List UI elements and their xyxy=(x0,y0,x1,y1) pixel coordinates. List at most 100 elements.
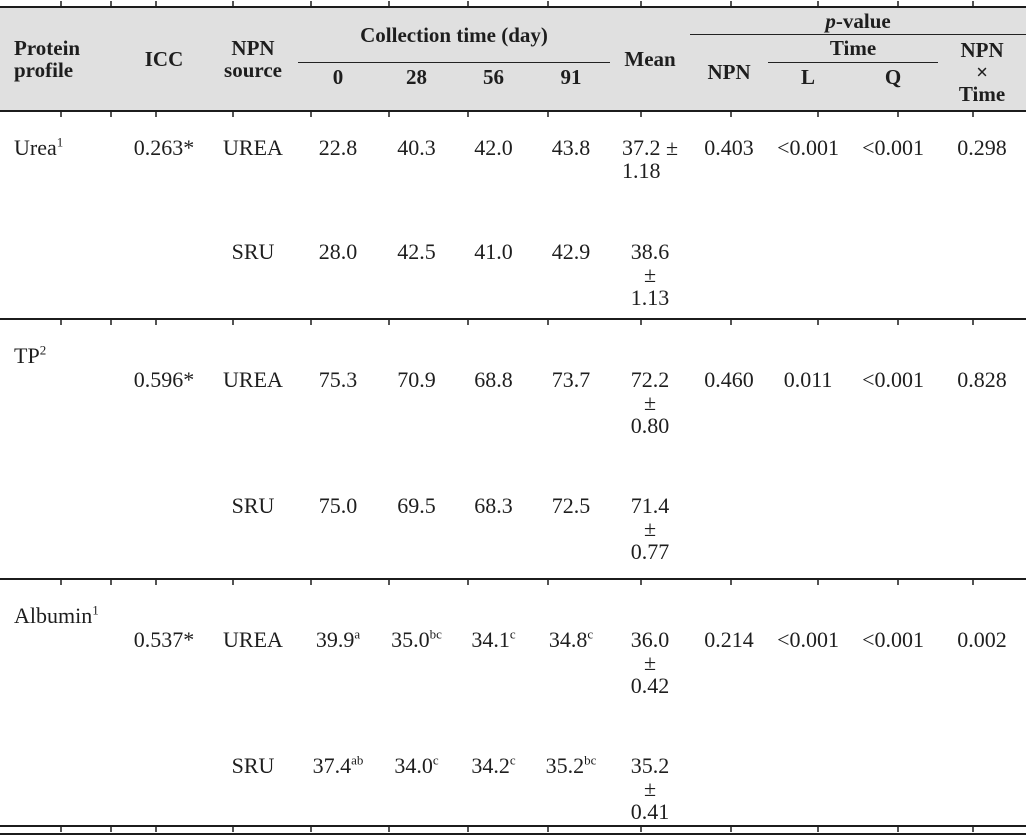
rule-tick xyxy=(972,320,974,325)
cell-icc xyxy=(120,230,208,318)
cell-mean: 35.2 ± 0.41 xyxy=(630,753,670,824)
col-header-collection-time: Collection time (day) xyxy=(298,8,611,63)
cell-mean: 38.6 ± 1.13 xyxy=(630,239,670,310)
cell-day91: 43.8 xyxy=(551,135,591,160)
rule-tick xyxy=(640,827,642,832)
col-header-time-q: Q xyxy=(848,62,939,110)
cell-npn-source: UREA xyxy=(223,367,283,392)
cell-p-time-l: 0.011 xyxy=(783,367,833,392)
rule-tick xyxy=(155,320,157,325)
rule-tick xyxy=(730,1,732,6)
cell-protein: TP2 xyxy=(14,342,47,368)
cell-day28: 42.5 xyxy=(397,239,436,264)
rule-tick xyxy=(310,827,312,832)
cell-npn-source: SRU xyxy=(231,239,275,264)
rule-tick xyxy=(640,320,642,325)
rule-tick xyxy=(155,112,157,117)
cell-protein xyxy=(0,230,120,318)
rule-tick xyxy=(547,112,549,117)
cell-day28: 70.9 xyxy=(397,367,436,392)
rule-tick xyxy=(232,580,234,585)
header-row-3: 0 28 56 91 L Q xyxy=(0,62,1026,110)
rule-tick xyxy=(972,827,974,832)
cell-icc xyxy=(120,468,208,578)
col-header-time: Time xyxy=(768,34,939,63)
rule-tick xyxy=(232,112,234,117)
col-header-npn-x-time: NPN × Time xyxy=(938,34,1026,110)
cell-p-npn xyxy=(690,468,768,578)
cell-day0: 75.3 xyxy=(318,367,358,392)
rule-tick xyxy=(110,580,112,585)
cell-p-npn-x-time xyxy=(938,728,1026,826)
cell-icc: 0.596* xyxy=(133,367,195,392)
rule-tick xyxy=(730,320,732,325)
rule-tick xyxy=(232,320,234,325)
rule-tick xyxy=(310,112,312,117)
cell-day56: 41.0 xyxy=(474,239,513,264)
cell-day56: 34.1c xyxy=(471,626,516,652)
cell-p-npn-x-time xyxy=(938,468,1026,578)
col-header-mean: Mean xyxy=(610,8,691,110)
table-row-tp-sru: SRU 75.0 69.5 68.3 72.5 71.4 ± 0.77 xyxy=(0,468,1026,578)
rule-tick xyxy=(388,1,390,6)
rule-tick xyxy=(897,580,899,585)
cell-day0: 28.0 xyxy=(318,239,358,264)
cell-day56: 68.3 xyxy=(474,493,513,518)
rule-tick xyxy=(310,1,312,6)
cell-p-npn: 0.460 xyxy=(704,367,754,392)
rule-tick xyxy=(110,112,112,117)
cell-day0: 39.9a xyxy=(315,626,361,652)
table-row-urea-sru: SRU 28.0 42.5 41.0 42.9 38.6 ± 1.13 xyxy=(0,230,1026,318)
rule-tick xyxy=(232,1,234,6)
cell-npn-source: SRU xyxy=(231,493,275,518)
rule-tick xyxy=(467,827,469,832)
header-row-1: Protein profile ICC NPN source Collectio… xyxy=(0,8,1026,110)
cell-npn-source: SRU xyxy=(231,753,275,778)
rule-tick xyxy=(388,827,390,832)
section-rule-tp-albumin xyxy=(0,578,1026,580)
cell-p-time-l xyxy=(768,728,848,826)
table-row-albumin-urea: Albumin1 0.537* UREA 39.9a 35.0bc 34.1c … xyxy=(0,578,1026,728)
cell-mean: 72.2 ± 0.80 xyxy=(630,367,670,438)
cell-protein: Albumin1 xyxy=(14,602,99,628)
rule-tick xyxy=(60,1,62,6)
rule-tick xyxy=(897,112,899,117)
rule-tick xyxy=(388,320,390,325)
col-header-npn-source: NPN source xyxy=(208,8,298,110)
cell-icc: 0.537* xyxy=(133,627,195,652)
rule-tick xyxy=(110,1,112,6)
col-header-time-l: L xyxy=(768,62,849,110)
rule-tick xyxy=(388,112,390,117)
col-header-p-npn: NPN xyxy=(690,34,769,110)
cell-protein: Urea1 xyxy=(14,134,64,160)
cell-p-npn: 0.403 xyxy=(704,135,754,160)
col-header-p-value: p-value xyxy=(690,8,1026,35)
cell-day56: 34.2c xyxy=(471,752,516,778)
rule-tick xyxy=(467,112,469,117)
section-rule-urea-tp xyxy=(0,318,1026,320)
cell-npn-source: UREA xyxy=(223,135,283,160)
table-row-albumin-sru: SRU 37.4ab 34.0c 34.2c 35.2bc 35.2 ± 0.4… xyxy=(0,728,1026,826)
cell-day56: 42.0 xyxy=(474,135,513,160)
rule-tick xyxy=(730,112,732,117)
rule-tick xyxy=(817,580,819,585)
rule-tick xyxy=(640,1,642,6)
rule-tick xyxy=(310,580,312,585)
table-header: Protein profile ICC NPN source Collectio… xyxy=(0,8,1026,110)
rule-tick xyxy=(232,827,234,832)
top-rule xyxy=(0,6,1026,8)
rule-tick xyxy=(60,827,62,832)
rule-tick xyxy=(467,1,469,6)
cell-day0: 22.8 xyxy=(318,135,358,160)
cell-p-time-l: <0.001 xyxy=(777,135,839,160)
rule-tick xyxy=(110,827,112,832)
cell-p-time-q xyxy=(848,468,938,578)
cell-p-npn xyxy=(690,230,768,318)
rule-tick xyxy=(60,320,62,325)
protein-profile-table: Protein profile ICC NPN source Collectio… xyxy=(0,8,1026,826)
table-row-urea-urea: Urea1 0.263* UREA 22.8 40.3 42.0 43.8 37… xyxy=(0,110,1026,230)
cell-day91: 42.9 xyxy=(551,239,591,264)
rule-tick xyxy=(60,580,62,585)
rule-tick xyxy=(972,1,974,6)
